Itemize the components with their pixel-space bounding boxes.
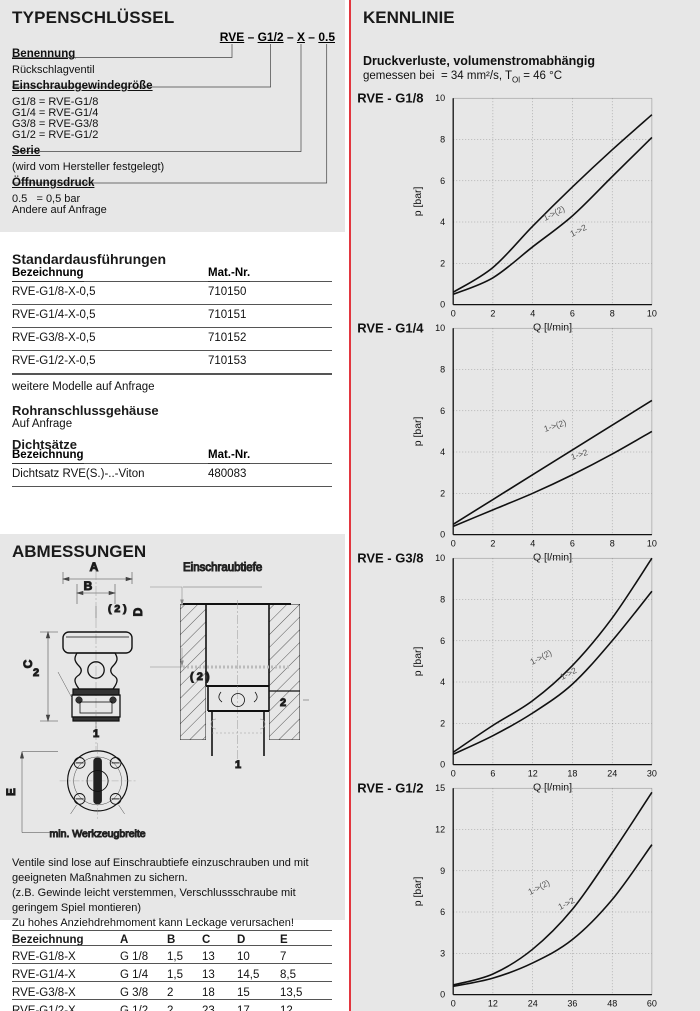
svg-text:4: 4 bbox=[440, 447, 445, 457]
svg-text:60: 60 bbox=[647, 999, 657, 1009]
svg-text:2: 2 bbox=[440, 718, 445, 728]
svg-text:D: D bbox=[131, 607, 145, 616]
svg-text:E: E bbox=[6, 788, 18, 796]
svg-text:1: 1 bbox=[235, 759, 241, 771]
svg-text:3: 3 bbox=[440, 948, 445, 958]
svg-text:2: 2 bbox=[490, 539, 495, 549]
svg-text:36: 36 bbox=[567, 999, 577, 1009]
svg-text:12: 12 bbox=[435, 825, 445, 835]
svg-text:6: 6 bbox=[440, 907, 445, 917]
svg-text:0: 0 bbox=[451, 769, 456, 779]
svg-text:2: 2 bbox=[440, 488, 445, 498]
svg-text:p [bar]: p [bar] bbox=[412, 186, 424, 216]
svg-text:12: 12 bbox=[488, 999, 498, 1009]
svg-text:10: 10 bbox=[647, 309, 657, 319]
svg-text:2: 2 bbox=[280, 697, 286, 709]
svg-text:0: 0 bbox=[440, 300, 445, 310]
svg-text:p [bar]: p [bar] bbox=[412, 646, 424, 676]
svg-text:2: 2 bbox=[490, 309, 495, 319]
svg-text:4: 4 bbox=[530, 539, 535, 549]
svg-text:p [bar]: p [bar] bbox=[412, 876, 424, 906]
svg-text:24: 24 bbox=[528, 999, 538, 1009]
svg-text:Q [l/min]: Q [l/min] bbox=[533, 782, 572, 794]
svg-text:1->2: 1->2 bbox=[558, 665, 578, 682]
svg-text:( 2 ): ( 2 ) bbox=[190, 671, 210, 683]
svg-text:2: 2 bbox=[440, 258, 445, 268]
svg-text:6: 6 bbox=[440, 176, 445, 186]
svg-text:10: 10 bbox=[435, 323, 445, 333]
svg-text:Q [l/min]: Q [l/min] bbox=[533, 322, 572, 334]
svg-text:6: 6 bbox=[440, 406, 445, 416]
svg-text:1->(2): 1->(2) bbox=[541, 203, 566, 222]
svg-text:10: 10 bbox=[435, 93, 445, 103]
svg-text:1->(2): 1->(2) bbox=[543, 417, 568, 434]
svg-text:9: 9 bbox=[440, 866, 445, 876]
svg-text:1->(2): 1->(2) bbox=[526, 877, 551, 896]
svg-text:RVE - G3/8: RVE - G3/8 bbox=[357, 551, 423, 566]
svg-text:30: 30 bbox=[647, 769, 657, 779]
svg-text:1->(2): 1->(2) bbox=[528, 647, 553, 666]
svg-text:min. Werkzeugbreite: min. Werkzeugbreite bbox=[50, 828, 146, 840]
svg-text:4: 4 bbox=[530, 309, 535, 319]
svg-text:6: 6 bbox=[570, 309, 575, 319]
svg-text:p [bar]: p [bar] bbox=[412, 416, 424, 446]
svg-text:0: 0 bbox=[440, 760, 445, 770]
svg-text:RVE - G1/8: RVE - G1/8 bbox=[357, 91, 423, 106]
svg-text:6: 6 bbox=[490, 769, 495, 779]
svg-text:6: 6 bbox=[570, 539, 575, 549]
svg-text:10: 10 bbox=[435, 553, 445, 563]
svg-text:( 2 ): ( 2 ) bbox=[108, 603, 127, 615]
svg-text:0: 0 bbox=[451, 539, 456, 549]
svg-text:4: 4 bbox=[440, 677, 445, 687]
svg-text:15: 15 bbox=[435, 783, 445, 793]
svg-text:0: 0 bbox=[440, 990, 445, 1000]
svg-text:Q [l/min]: Q [l/min] bbox=[533, 552, 572, 564]
svg-text:1: 1 bbox=[93, 728, 99, 740]
svg-text:18: 18 bbox=[567, 769, 577, 779]
svg-text:8: 8 bbox=[610, 539, 615, 549]
svg-text:0: 0 bbox=[451, 999, 456, 1009]
svg-text:8: 8 bbox=[610, 309, 615, 319]
svg-text:8: 8 bbox=[440, 135, 445, 145]
svg-text:12: 12 bbox=[528, 769, 538, 779]
svg-text:2: 2 bbox=[33, 667, 39, 679]
svg-text:24: 24 bbox=[607, 769, 617, 779]
svg-text:8: 8 bbox=[440, 595, 445, 605]
svg-text:B: B bbox=[84, 579, 93, 593]
svg-text:48: 48 bbox=[607, 999, 617, 1009]
svg-text:0: 0 bbox=[451, 309, 456, 319]
svg-text:1->2: 1->2 bbox=[556, 895, 576, 912]
svg-text:0: 0 bbox=[440, 530, 445, 540]
svg-text:RVE - G1/4: RVE - G1/4 bbox=[357, 321, 424, 336]
svg-text:RVE - G1/2: RVE - G1/2 bbox=[357, 781, 423, 796]
svg-text:4: 4 bbox=[440, 217, 445, 227]
svg-text:6: 6 bbox=[440, 636, 445, 646]
svg-text:A: A bbox=[90, 560, 99, 574]
svg-text:8: 8 bbox=[440, 365, 445, 375]
svg-text:1->2: 1->2 bbox=[568, 222, 588, 239]
svg-text:10: 10 bbox=[647, 539, 657, 549]
svg-text:Einschraubtiefe: Einschraubtiefe bbox=[183, 562, 262, 574]
